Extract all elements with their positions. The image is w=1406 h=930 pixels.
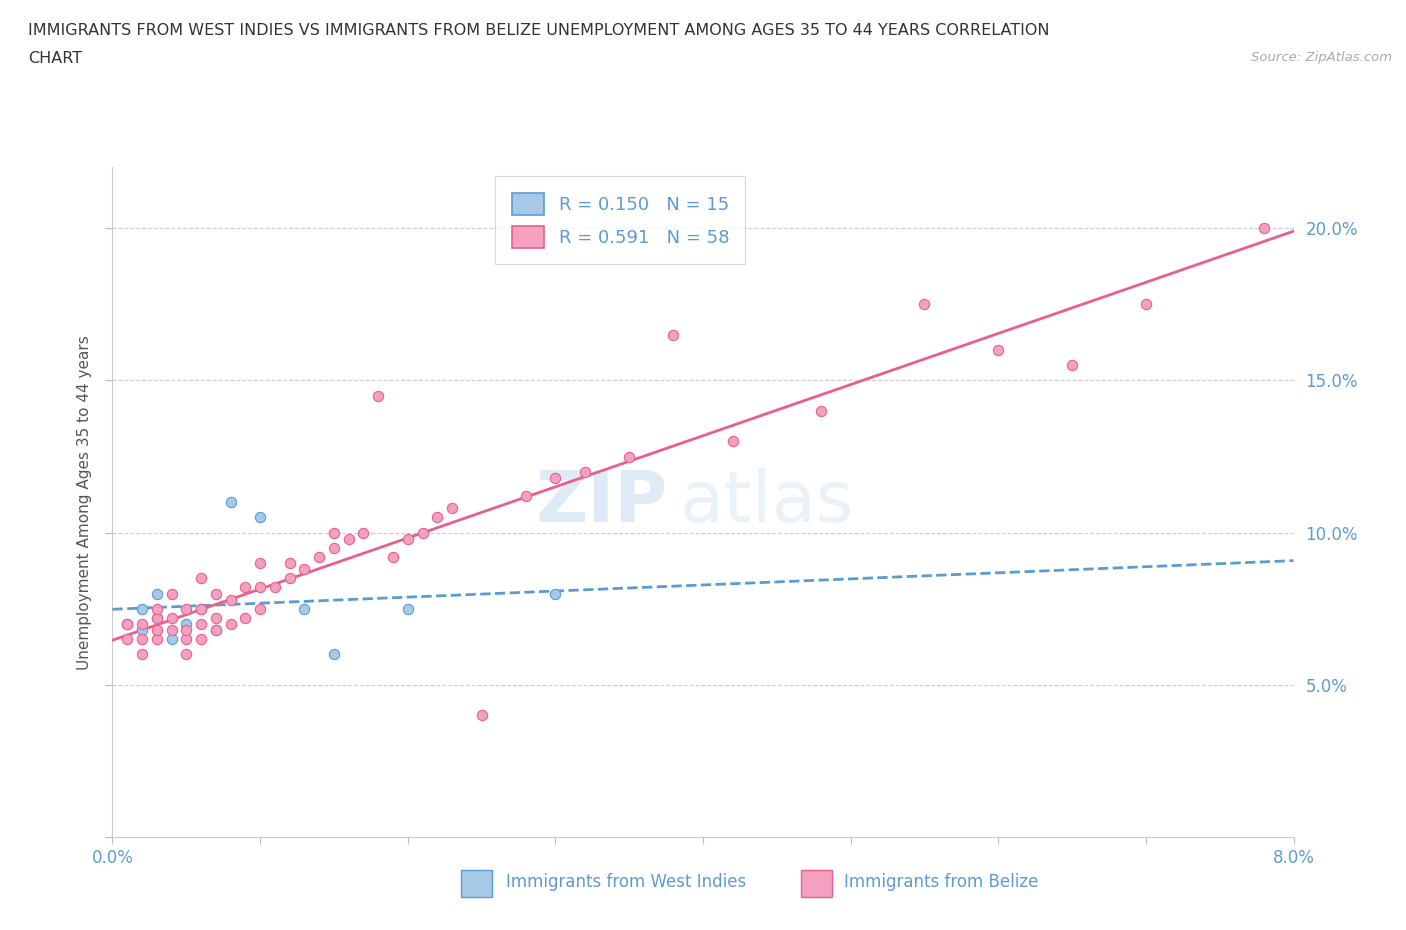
Point [574,464,596,479]
Point [146,602,169,617]
Point [174,617,197,631]
Point [174,602,197,617]
Text: Source: ZipAtlas.com: Source: ZipAtlas.com [1251,51,1392,64]
Point [323,525,346,540]
Point [914,297,936,312]
Point [721,434,744,449]
Point [249,602,271,617]
Text: IMMIGRANTS FROM WEST INDIES VS IMMIGRANTS FROM BELIZE UNEMPLOYMENT AMONG AGES 35: IMMIGRANTS FROM WEST INDIES VS IMMIGRANT… [28,23,1050,38]
Point [308,550,330,565]
Point [131,602,153,617]
Point [810,404,832,418]
Point [471,708,494,723]
Point [337,531,360,546]
Point [219,592,242,607]
Point [190,602,212,617]
Point [174,631,197,646]
Point [219,495,242,510]
Point [117,617,138,631]
Point [426,510,449,525]
Point [367,388,389,403]
Point [117,631,138,646]
Point [174,622,197,637]
Point [131,647,153,662]
Point [146,610,169,625]
Point [146,622,169,637]
Text: Immigrants from Belize: Immigrants from Belize [844,872,1038,891]
Point [1135,297,1157,312]
Text: Immigrants from West Indies: Immigrants from West Indies [506,872,747,891]
Point [987,342,1010,357]
Point [264,580,287,595]
Point [1253,220,1275,235]
Point [146,610,169,625]
Point [190,602,212,617]
Point [219,617,242,631]
Text: CHART: CHART [28,51,82,66]
Point [544,586,567,601]
Y-axis label: Unemployment Among Ages 35 to 44 years: Unemployment Among Ages 35 to 44 years [77,335,91,670]
Point [190,571,212,586]
Point [323,647,346,662]
Point [131,622,153,637]
Point [662,327,685,342]
Point [190,617,212,631]
Point [146,586,169,601]
Point [619,449,641,464]
Point [544,471,567,485]
Point [205,622,228,637]
Point [396,531,419,546]
Point [160,631,183,646]
Text: ZIP: ZIP [536,468,668,537]
Point [233,610,256,625]
Point [249,555,271,570]
Point [1062,358,1084,373]
Point [352,525,374,540]
Point [233,580,256,595]
Point [205,610,228,625]
Point [190,631,212,646]
Point [249,580,271,595]
Point [160,622,183,637]
Point [131,617,153,631]
Point [174,647,197,662]
Point [205,622,228,637]
Point [292,562,315,577]
Point [205,586,228,601]
Point [396,602,419,617]
Point [323,540,346,555]
Point [382,550,405,565]
Point [131,631,153,646]
Point [278,555,301,570]
Legend: R = 0.150   N = 15, R = 0.591   N = 58: R = 0.150 N = 15, R = 0.591 N = 58 [495,177,745,264]
Point [160,586,183,601]
Point [292,602,315,617]
Point [146,631,169,646]
Point [249,510,271,525]
Point [515,488,537,503]
Text: atlas: atlas [679,468,853,537]
Point [441,501,464,516]
Point [412,525,434,540]
Point [160,610,183,625]
Point [278,571,301,586]
Point [117,617,138,631]
